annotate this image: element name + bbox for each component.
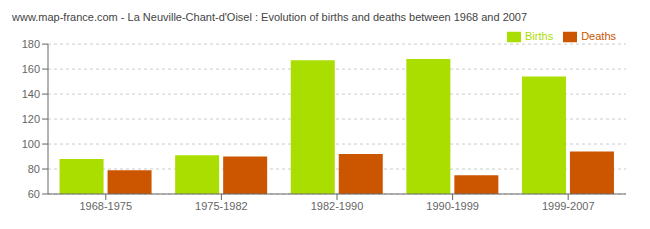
html-text:www.map-france.com - La Neuvil: www.map-france.com - La Neuville-Chant-d… [12, 11, 528, 23]
svg-text:60: 60 [28, 188, 40, 200]
svg-text:1968-1975: 1968-1975 [79, 200, 132, 212]
html-text:Deaths: Deaths [581, 30, 616, 42]
svg-text:1975-1982: 1975-1982 [195, 200, 248, 212]
svg-text:120: 120 [22, 113, 40, 125]
svg-text:100: 100 [22, 138, 40, 150]
svg-text:180: 180 [22, 38, 40, 50]
svg-text:1990-1999: 1990-1999 [426, 200, 479, 212]
svg-text:1999-2007: 1999-2007 [542, 200, 595, 212]
svg-text:1982-1990: 1982-1990 [311, 200, 364, 212]
html-text:Births: Births [525, 30, 554, 42]
svg-text:80: 80 [28, 163, 40, 175]
svg-text:140: 140 [22, 88, 40, 100]
svg-text:160: 160 [22, 63, 40, 75]
